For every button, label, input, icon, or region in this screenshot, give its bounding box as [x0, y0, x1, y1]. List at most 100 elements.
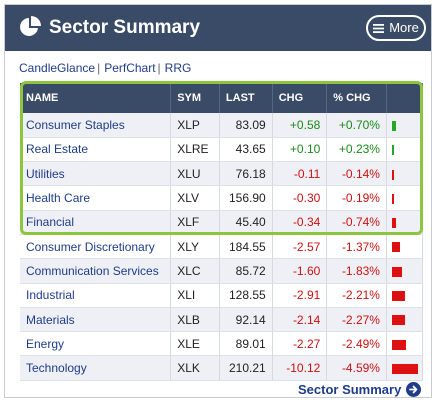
last-price: 89.01 [219, 331, 273, 357]
change-value: -2.91 [272, 283, 328, 308]
sector-summary-widget: Sector Summary More CandleGlance | PerfCha… [4, 4, 432, 398]
percent-change: -1.37% [326, 234, 387, 260]
column-header-bar [386, 83, 424, 113]
sector-symbol: XLE [170, 331, 220, 357]
sector-name[interactable]: Consumer Staples [20, 113, 172, 138]
change-bar [391, 242, 400, 253]
table-row[interactable]: Health Care XLV 156.90 -0.30 -0.19% [20, 185, 424, 211]
last-price: 128.55 [219, 283, 273, 308]
change-bar-cell [386, 283, 424, 308]
change-bar [391, 169, 394, 180]
table-row[interactable]: Utilities XLU 76.18 -0.11 -0.14% [20, 161, 424, 187]
sector-name[interactable]: Real Estate [20, 137, 172, 163]
sector-symbol: XLB [170, 307, 220, 333]
chart-links: CandleGlance | PerfChart | RRG [19, 61, 191, 75]
sector-symbol: XLI [170, 283, 220, 308]
more-button[interactable]: More [366, 15, 426, 41]
change-bar [391, 291, 405, 302]
column-header-pct-chg[interactable]: % CHG [326, 83, 387, 113]
sector-name[interactable]: Technology [20, 355, 172, 381]
change-bar-cell [386, 137, 424, 163]
sector-name[interactable]: Financial [20, 210, 172, 235]
change-bar-cell [386, 113, 424, 138]
percent-change: -4.59% [326, 355, 387, 381]
table-row[interactable]: Financial XLF 45.40 -0.34 -0.74% [20, 210, 424, 235]
sector-symbol: XLF [170, 210, 220, 235]
column-header-sym[interactable]: SYM [170, 83, 220, 113]
change-bar [391, 339, 406, 350]
table-header-row: NAME SYM LAST CHG % CHG [20, 83, 424, 113]
pie-chart-icon [20, 16, 41, 36]
link-perfchart[interactable]: PerfChart [104, 61, 156, 75]
last-price: 210.21 [219, 355, 273, 381]
last-price: 76.18 [219, 161, 273, 187]
sector-name[interactable]: Utilities [20, 161, 172, 187]
hamburger-menu-icon [373, 23, 385, 33]
table-row[interactable]: Consumer Discretionary XLY 184.55 -2.57 -1.3… [20, 234, 424, 260]
link-separator: | [157, 61, 161, 75]
circle-arrow-right-icon [406, 382, 422, 397]
column-header-chg[interactable]: CHG [272, 83, 328, 113]
change-value: -1.60 [272, 258, 328, 284]
change-bar [391, 363, 418, 374]
footer-link-label: Sector Summary [298, 382, 402, 397]
change-bar-cell [386, 331, 424, 357]
last-price: 45.40 [219, 210, 273, 235]
table-row[interactable]: Industrial XLI 128.55 -2.91 -2.21% [20, 283, 424, 308]
link-separator: | [97, 61, 101, 75]
table-body: Consumer Staples XLP 83.09 +0.58 +0.70% Real … [20, 113, 424, 381]
sector-symbol: XLC [170, 258, 220, 284]
table-row[interactable]: Energy XLE 89.01 -2.27 -2.49% [20, 331, 424, 357]
sector-name[interactable]: Industrial [20, 283, 172, 308]
change-value: -0.30 [272, 185, 328, 211]
column-header-last[interactable]: LAST [219, 83, 273, 113]
column-header-name[interactable]: NAME [20, 83, 172, 113]
change-value: +0.58 [272, 113, 328, 138]
change-bar-cell [386, 355, 424, 381]
change-value: -2.57 [272, 234, 328, 260]
table-row[interactable]: Consumer Staples XLP 83.09 +0.58 +0.70% [20, 113, 424, 138]
change-bar [391, 218, 396, 229]
sector-symbol: XLV [170, 185, 220, 211]
sector-name[interactable]: Health Care [20, 185, 172, 211]
table-row[interactable]: Materials XLB 92.14 -2.14 -2.27% [20, 307, 424, 333]
table-row[interactable]: Communication Services XLC 85.72 -1.60 -1.83… [20, 258, 424, 284]
sector-symbol: XLK [170, 355, 220, 381]
sector-summary-link[interactable]: Sector Summary [298, 382, 422, 397]
table-row[interactable]: Real Estate XLRE 43.65 +0.10 +0.23% [20, 137, 424, 163]
sector-table: NAME SYM LAST CHG % CHG Consumer Staples… [20, 83, 424, 381]
percent-change: -2.21% [326, 283, 387, 308]
change-bar [391, 193, 394, 204]
change-value: -0.34 [272, 210, 328, 235]
sector-symbol: XLP [170, 113, 220, 138]
sector-symbol: XLY [170, 234, 220, 260]
sector-name[interactable]: Consumer Discretionary [20, 234, 172, 260]
link-rrg[interactable]: RRG [164, 61, 192, 75]
change-value: -10.12 [272, 355, 328, 381]
percent-change: -2.27% [326, 307, 387, 333]
percent-change: +0.23% [326, 137, 387, 163]
last-price: 184.55 [219, 234, 273, 260]
change-value: +0.10 [272, 137, 328, 163]
percent-change: -0.74% [326, 210, 387, 235]
change-bar-cell [386, 210, 424, 235]
percent-change: -0.14% [326, 161, 387, 187]
change-bar-cell [386, 234, 424, 260]
sector-name[interactable]: Materials [20, 307, 172, 333]
change-bar [391, 315, 405, 326]
link-candleglance[interactable]: CandleGlance [19, 61, 96, 75]
sector-name[interactable]: Energy [20, 331, 172, 357]
table-row[interactable]: Technology XLK 210.21 -10.12 -4.59% [20, 355, 424, 381]
last-price: 156.90 [219, 185, 273, 211]
last-price: 85.72 [219, 258, 273, 284]
change-bar [391, 266, 402, 277]
change-bar-cell [386, 307, 424, 333]
percent-change: +0.70% [326, 113, 387, 138]
last-price: 43.65 [219, 137, 273, 163]
change-value: -2.27 [272, 331, 328, 357]
change-value: -0.11 [272, 161, 328, 187]
sector-symbol: XLU [170, 161, 220, 187]
change-bar-cell [386, 185, 424, 211]
sector-name[interactable]: Communication Services [20, 258, 172, 284]
last-price: 83.09 [219, 113, 273, 138]
